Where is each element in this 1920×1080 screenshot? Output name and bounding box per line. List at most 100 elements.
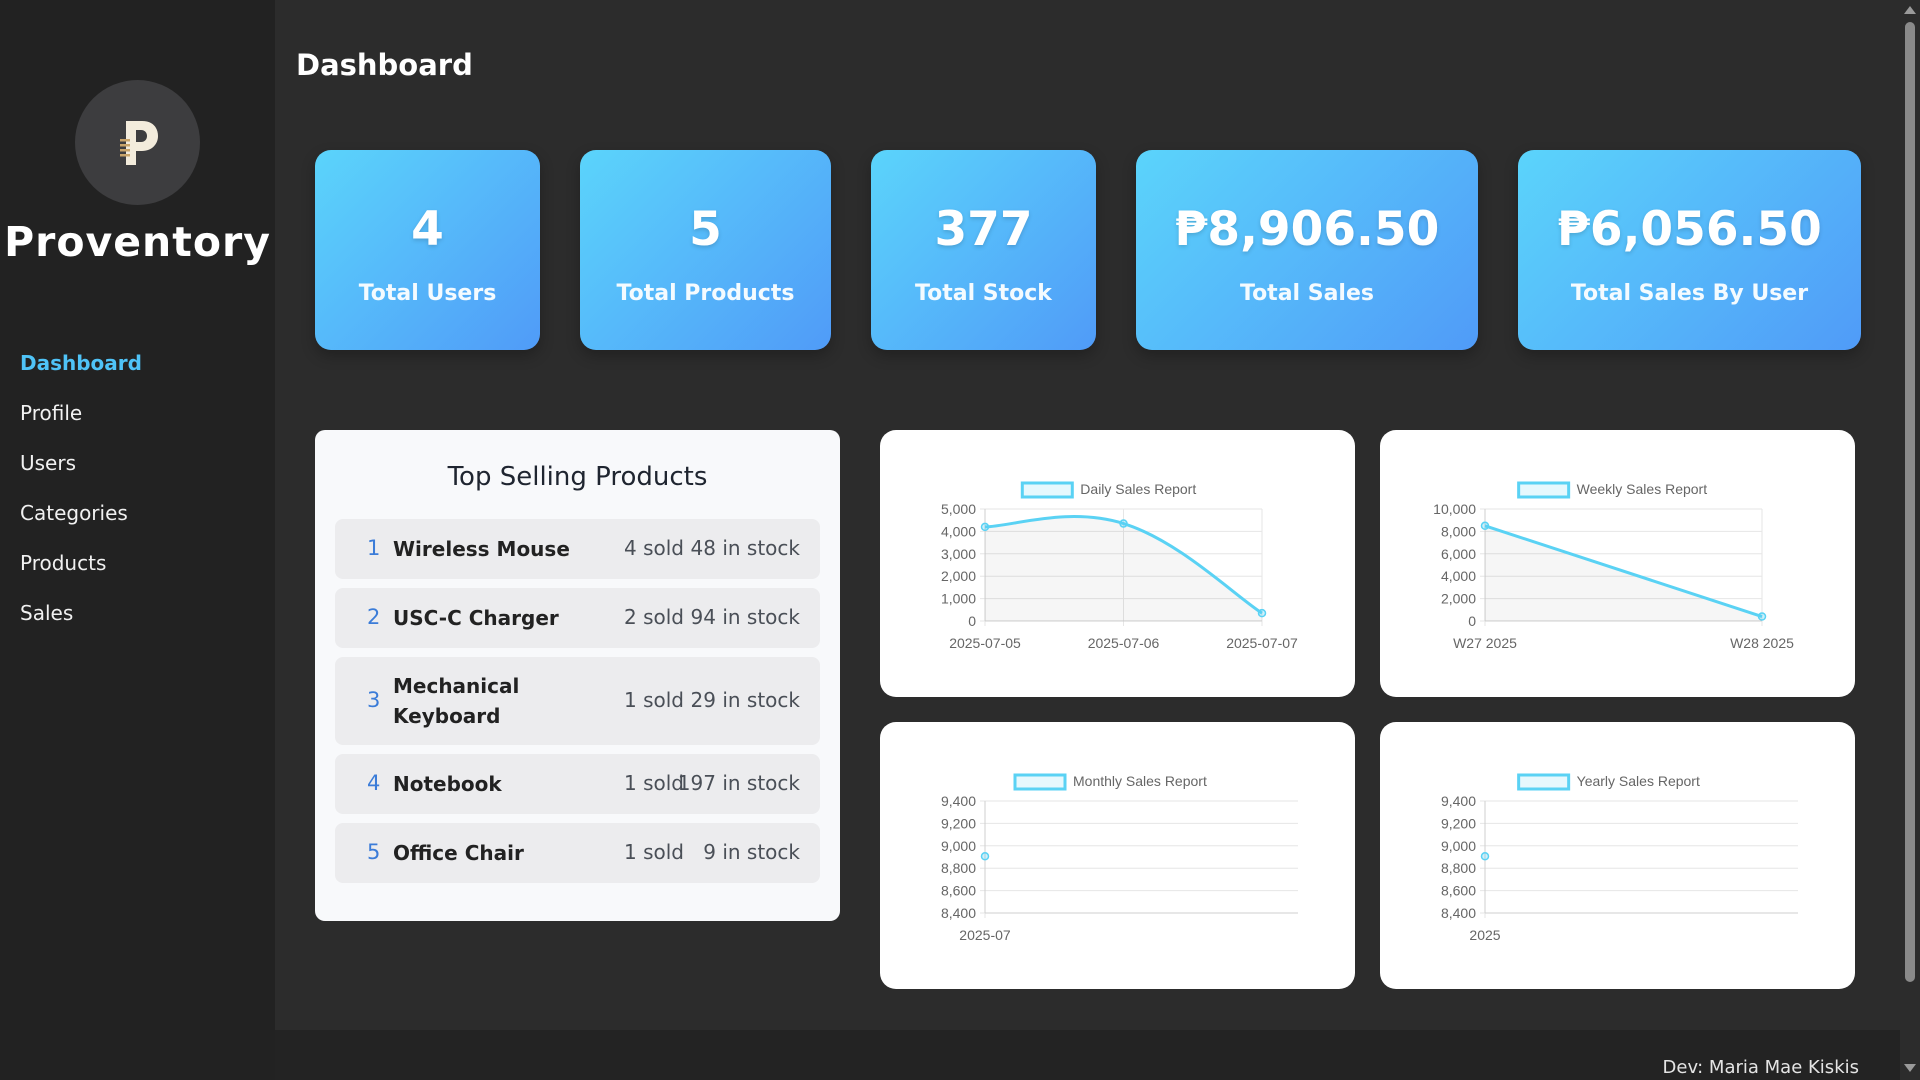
x-tick-label: 2025-07-05 (949, 635, 1021, 651)
stat-card-total-products: 5 Total Products (580, 150, 831, 350)
product-rank: 5 (367, 840, 381, 864)
footer: Dev: Maria Mae Kiskis (275, 1030, 1900, 1080)
scroll-down-icon[interactable] (1904, 1064, 1916, 1072)
y-tick-label: 8,600 (1441, 883, 1476, 899)
data-point (1119, 519, 1128, 528)
product-stock: 9 in stock (703, 840, 800, 864)
y-tick-label: 8,400 (1441, 905, 1476, 921)
y-tick-label: 3,000 (941, 546, 976, 562)
y-tick-label: 8,000 (1441, 523, 1476, 539)
series-area (985, 517, 1262, 621)
product-stock: 48 in stock (690, 536, 800, 560)
legend-label: Weekly Sales Report (1577, 481, 1708, 497)
y-tick-label: 8,800 (1441, 860, 1476, 876)
yearly-sales-chart-card: Yearly Sales Report 9,400 9,200 9,000 8,800 8… (1380, 722, 1855, 989)
series-line (984, 515, 1263, 615)
top-selling-panel: Top Selling Products 1 Wireless Mouse 4 … (315, 430, 840, 921)
nav-item-sales[interactable]: Sales (20, 601, 74, 625)
product-sold: 1 sold (624, 688, 684, 712)
daily-sales-chart: Daily Sales Report 5,000 4,000 3,000 2,000 1,… (941, 481, 1298, 651)
legend-label: Daily Sales Report (1080, 481, 1196, 497)
y-tick-label: 8,800 (941, 860, 976, 876)
y-tick-label: 0 (1468, 613, 1476, 629)
y-tick-label: 5,000 (941, 501, 976, 517)
stat-label: Total Stock (915, 281, 1052, 306)
product-sold: 4 sold (624, 536, 684, 560)
brand-name: Proventory (4, 218, 271, 266)
monthly-sales-chart-card: Monthly Sales Report 9,400 9,200 9,000 8,800… (880, 722, 1355, 989)
x-tick-label: W27 2025 (1453, 635, 1517, 651)
daily-sales-chart-card: Daily Sales Report 5,000 4,000 3,000 2,000 1,… (880, 430, 1355, 697)
product-sold: 1 sold (624, 840, 684, 864)
nav-item-categories[interactable]: Categories (20, 501, 128, 525)
stat-label: Total Sales By User (1570, 281, 1809, 306)
nav-item-dashboard[interactable]: Dashboard (20, 351, 142, 375)
legend-label: Yearly Sales Report (1577, 773, 1700, 789)
y-tick-label: 1,000 (941, 591, 976, 607)
stat-value: 5 (689, 202, 722, 257)
y-tick-label: 6,000 (1441, 546, 1476, 562)
scrollbar-thumb[interactable] (1905, 22, 1915, 982)
y-tick-label: 9,400 (941, 793, 976, 809)
stat-label: Total Products (616, 281, 795, 306)
x-tick-label: W28 2025 (1730, 635, 1794, 651)
stat-card-total-stock: 377 Total Stock (871, 150, 1096, 350)
stat-label: Total Sales (1239, 281, 1374, 306)
y-tick-label: 9,200 (1441, 815, 1476, 831)
nav-item-users[interactable]: Users (20, 451, 77, 475)
legend-label: Monthly Sales Report (1073, 773, 1207, 789)
data-point (980, 522, 990, 532)
page-title: Dashboard (296, 48, 473, 82)
list-item[interactable]: 1 Wireless Mouse 4 sold 48 in stock (335, 519, 820, 579)
list-item[interactable]: 5 Office Chair 1 sold 9 in stock (335, 823, 820, 883)
product-stock: 197 in stock (677, 771, 800, 795)
data-point (1757, 612, 1767, 621)
yearly-sales-chart: Yearly Sales Report 9,400 9,200 9,000 8,800 8… (1441, 773, 1798, 943)
product-name: USC-C Charger (393, 606, 559, 630)
product-name-line2: Keyboard (393, 704, 501, 728)
stat-card-total-users: 4 Total Users (315, 150, 540, 350)
data-point (1480, 521, 1490, 531)
y-tick-label: 0 (968, 613, 976, 629)
nav-item-profile[interactable]: Profile (20, 401, 83, 425)
data-point (980, 852, 990, 861)
product-rank: 1 (367, 536, 381, 560)
footer-credit: Dev: Maria Mae Kiskis (1662, 1057, 1859, 1078)
sidebar-nav: Dashboard Profile Users Categories Produ… (20, 348, 142, 648)
stat-label: Total Users (358, 281, 497, 306)
x-tick-label: 2025 (1469, 927, 1500, 943)
legend-swatch (1517, 773, 1571, 791)
legend-swatch (1020, 481, 1074, 499)
list-item[interactable]: 4 Notebook 1 sold 197 in stock (335, 754, 820, 814)
p-logo-icon (119, 120, 158, 165)
product-name: Notebook (393, 772, 502, 796)
y-tick-label: 8,600 (941, 883, 976, 899)
series-line (1484, 524, 1763, 618)
list-item[interactable]: 2 USC-C Charger 2 sold 94 in stock (335, 588, 820, 648)
stat-value: 377 (934, 202, 1033, 257)
product-stock: 94 in stock (690, 605, 800, 629)
stat-value: ₱8,906.50 (1174, 202, 1440, 257)
scroll-up-icon[interactable] (1904, 6, 1916, 14)
y-tick-label: 4,000 (941, 523, 976, 539)
product-sold: 1 sold (624, 771, 684, 795)
top-selling-title: Top Selling Products (447, 462, 708, 492)
scrollbar[interactable] (1900, 0, 1920, 1080)
product-rank: 3 (367, 688, 381, 712)
product-rank: 2 (367, 605, 381, 629)
stat-card-total-sales: ₱8,906.50 Total Sales (1136, 150, 1478, 350)
y-tick-label: 4,000 (1441, 568, 1476, 584)
y-tick-label: 9,000 (1441, 838, 1476, 854)
product-name: Wireless Mouse (393, 537, 570, 561)
product-rank: 4 (367, 771, 381, 795)
y-tick-label: 10,000 (1433, 501, 1476, 517)
x-tick-label: 2025-07-07 (1226, 635, 1298, 651)
sidebar: Proventory Dashboard Profile Users Categ… (0, 0, 275, 1080)
product-sold: 2 sold (624, 605, 684, 629)
x-tick-label: 2025-07-06 (1088, 635, 1160, 651)
list-item[interactable]: 3 Mechanical Keyboard 1 sold 29 in stock (335, 657, 820, 745)
data-point (1480, 852, 1490, 861)
weekly-sales-chart-card: Weekly Sales Report 10,000 8,000 6,000 4,000… (1380, 430, 1855, 697)
nav-item-products[interactable]: Products (20, 551, 107, 575)
monthly-sales-chart: Monthly Sales Report 9,400 9,200 9,000 8,800… (941, 773, 1298, 943)
